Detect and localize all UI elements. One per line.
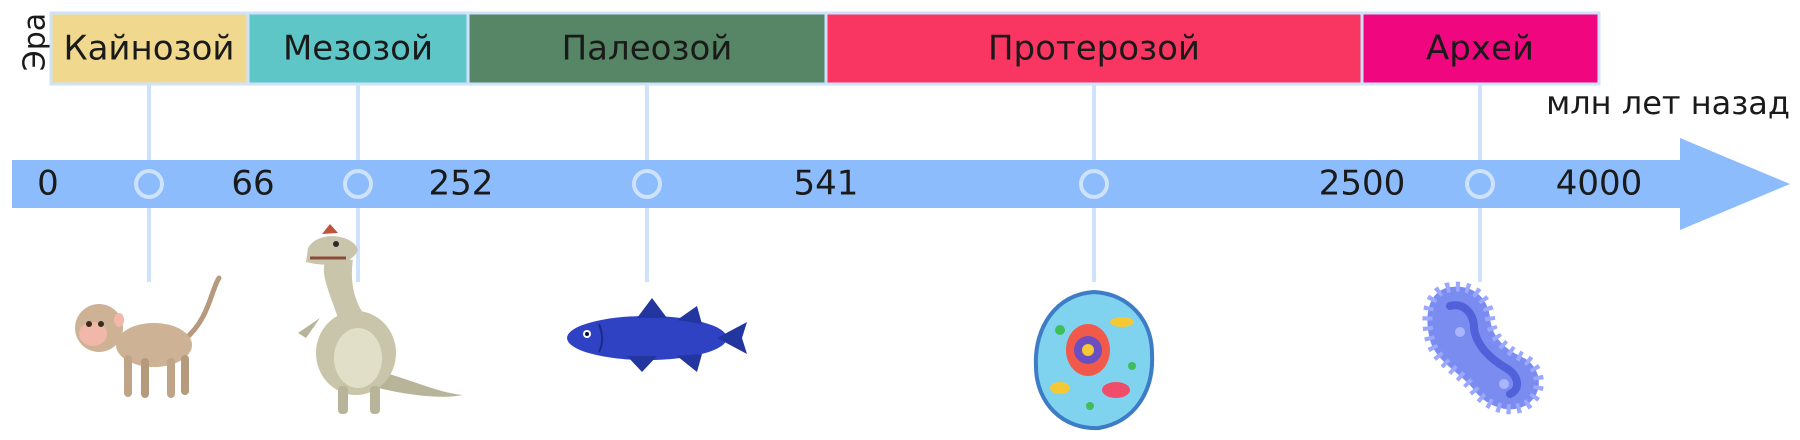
eukaryotic-cell-icon (1033, 289, 1155, 431)
tick-labels: 0 66 252 541 2500 4000 (37, 164, 1642, 204)
era-archean-label: Архей (1426, 29, 1534, 69)
tick-label-252: 252 (429, 164, 494, 204)
era-proterozoic-label: Протерозой (988, 29, 1200, 69)
coelacanth-fish-icon (567, 298, 747, 372)
era-mesozoic-block (246, 11, 470, 86)
monkey-icon (75, 275, 222, 398)
era-archean: Архей (1360, 11, 1601, 86)
marker-cenozoic (134, 169, 164, 199)
markers (134, 169, 1495, 199)
timeline-arrow (12, 138, 1790, 230)
era-mesozoic: Мезозой (246, 11, 470, 86)
era-cenozoic-label: Кайнозой (63, 29, 234, 69)
tick-label-541: 541 (794, 164, 859, 204)
marker-mesozoic (343, 169, 373, 199)
marker-archean (1465, 169, 1495, 199)
era-cenozoic-block (49, 11, 250, 86)
dinosaur-icon (298, 224, 463, 414)
era-paleozoic: Палеозой (466, 11, 828, 86)
row-label: Эра (18, 13, 53, 71)
era-paleozoic-label: Палеозой (562, 29, 733, 69)
bacterium-icon (1422, 281, 1544, 415)
marker-paleozoic (632, 169, 662, 199)
tick-label-66: 66 (231, 164, 274, 204)
era-bar: Кайнозой Мезозой Палеозой Протерозой Арх… (49, 11, 1601, 86)
tick-label-4000: 4000 (1556, 164, 1643, 204)
era-proterozoic: Протерозой (824, 11, 1364, 86)
era-mesozoic-label: Мезозой (283, 29, 433, 69)
era-cenozoic: Кайнозой (49, 11, 250, 86)
axis-unit-label: млн лет назад (1546, 84, 1790, 122)
tick-label-2500: 2500 (1319, 164, 1406, 204)
tick-label-0: 0 (37, 164, 59, 204)
marker-proterozoic (1079, 169, 1109, 199)
